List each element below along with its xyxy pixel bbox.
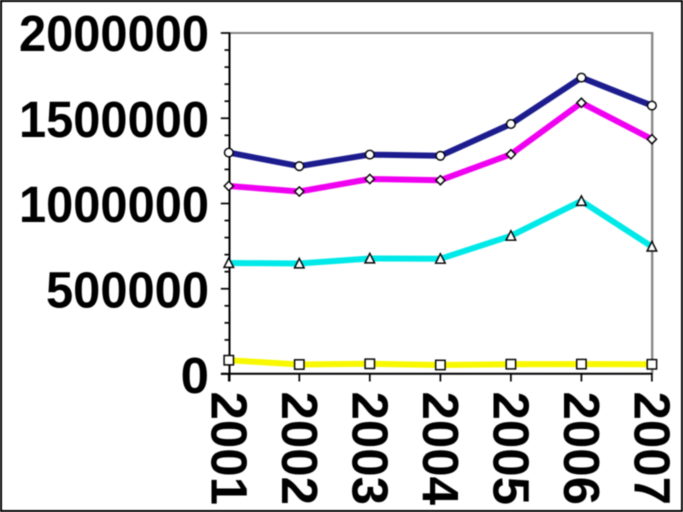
svg-text:2002: 2002	[271, 392, 328, 505]
svg-text:2001: 2001	[200, 392, 257, 505]
svg-text:500000: 500000	[46, 262, 209, 319]
svg-text:2007: 2007	[623, 392, 680, 505]
svg-text:0: 0	[181, 347, 209, 404]
svg-text:2005: 2005	[482, 392, 539, 505]
svg-text:2003: 2003	[341, 392, 398, 505]
svg-text:2000000: 2000000	[19, 5, 209, 62]
svg-text:1500000: 1500000	[19, 91, 209, 148]
svg-text:2004: 2004	[412, 392, 469, 506]
svg-text:2006: 2006	[553, 392, 610, 505]
svg-text:1000000: 1000000	[19, 176, 209, 233]
